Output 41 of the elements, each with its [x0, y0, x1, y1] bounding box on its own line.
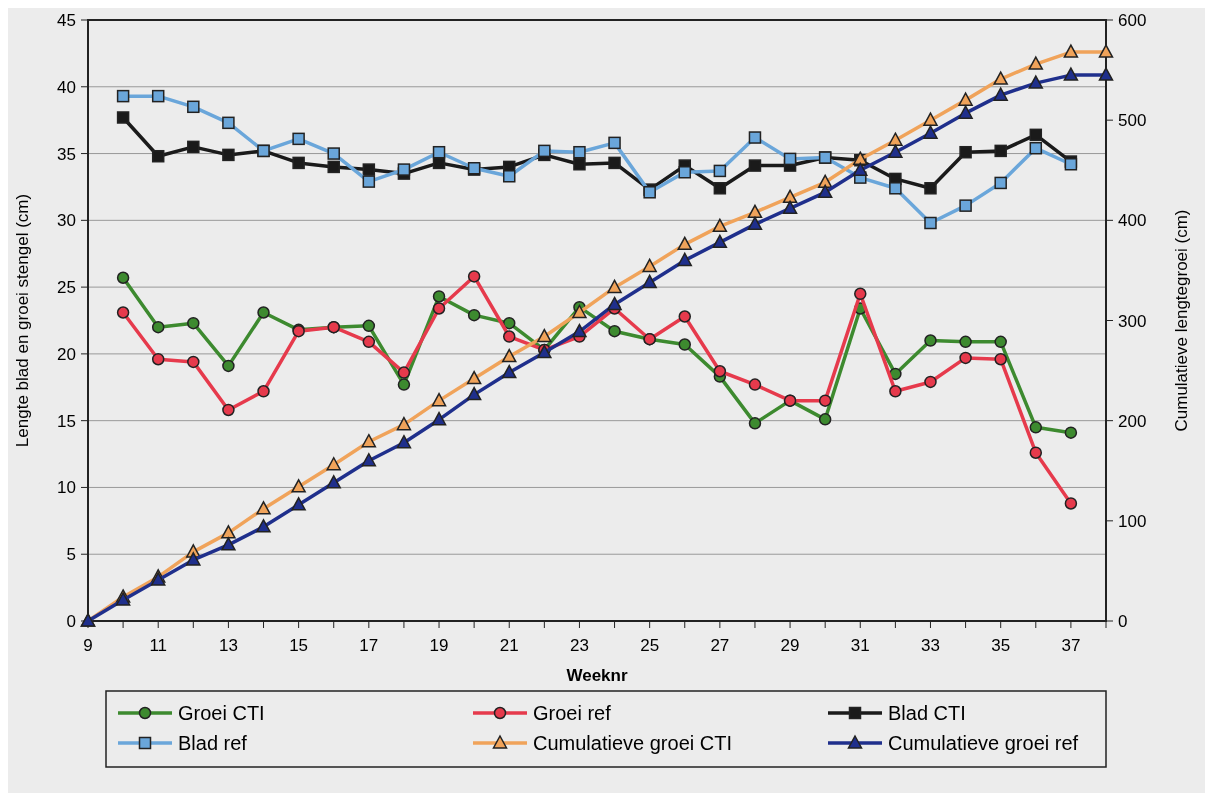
y2-axis-title: Cumulatieve lengtegroei (cm): [1172, 209, 1191, 432]
x-axis-title: Weeknr: [566, 666, 628, 685]
y-tick-label: 25: [57, 278, 76, 298]
y2-tick-label: 200: [1118, 411, 1147, 431]
x-tick-label: 9: [83, 636, 93, 655]
x-tick-label: 25: [640, 636, 660, 655]
y-tick-label: 10: [57, 478, 76, 498]
legend-label: Cumulatieve groei CTI: [533, 732, 732, 754]
y-tick-label: 35: [57, 144, 76, 164]
x-tick-label: 11: [149, 636, 168, 655]
y2-tick-label: 100: [1118, 511, 1147, 531]
legend-label: Groei CTI: [178, 702, 265, 724]
y-tick-label: 20: [57, 344, 76, 364]
x-tick-label: 17: [359, 636, 379, 655]
y-tick-label: 40: [57, 77, 76, 97]
y2-tick-label: 300: [1118, 311, 1147, 331]
x-tick-label: 15: [289, 636, 309, 655]
x-tick-label: 33: [921, 636, 940, 655]
x-tick-label: 23: [569, 636, 589, 655]
y-axis-title: Lengte blad en groei stengel (cm): [13, 193, 32, 448]
x-tick-label: 35: [991, 636, 1011, 655]
y-tick-label: 30: [57, 211, 76, 231]
y-tick-label: 0: [66, 612, 76, 631]
y-tick-label: 45: [57, 11, 76, 30]
y-tick-label: 15: [57, 411, 76, 431]
x-tick-label: 19: [429, 636, 449, 655]
y2-tick-label: 400: [1118, 211, 1147, 231]
y-tick-label: 5: [66, 545, 76, 565]
x-tick-label: 37: [1061, 636, 1081, 655]
x-tick-label: 31: [850, 636, 870, 655]
x-tick-label: 13: [218, 636, 238, 655]
y2-tick-label: 0: [1118, 612, 1128, 631]
y2-tick-label: 500: [1118, 111, 1147, 131]
y2-tick-label: 600: [1118, 11, 1147, 30]
legend-label: Blad CTI: [888, 702, 966, 724]
x-tick-label: 29: [780, 636, 800, 655]
legend-label: Cumulatieve groei ref: [888, 732, 1079, 754]
legend-label: Groei ref: [533, 702, 612, 724]
x-tick-label: 27: [710, 636, 730, 655]
x-tick-label: 21: [499, 636, 519, 655]
legend-label: Blad ref: [178, 732, 248, 754]
